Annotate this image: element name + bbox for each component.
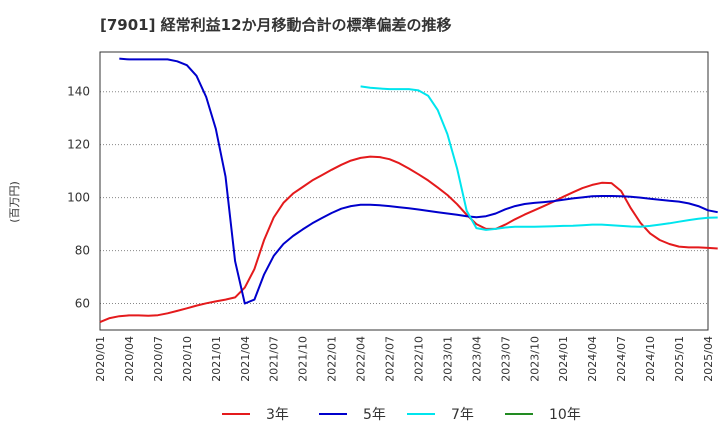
x-tick-label: 2024/04 <box>586 336 599 382</box>
x-tick-label: 2021/07 <box>268 336 281 382</box>
x-tick-label: 2025/01 <box>673 336 686 382</box>
series-lines <box>99 57 718 324</box>
x-tick-label: 2025/04 <box>702 336 715 382</box>
x-tick-label: 2023/07 <box>499 336 512 382</box>
gridlines <box>100 91 708 305</box>
y-tick-label: 120 <box>67 138 90 152</box>
y-axis-label: (百万円) <box>8 181 21 223</box>
x-tick-label: 2023/01 <box>441 336 454 382</box>
x-tick-label: 2024/07 <box>615 336 628 382</box>
legend-label: 5年 <box>363 407 386 423</box>
x-tick-label: 2024/10 <box>644 336 657 382</box>
y-tick-label: 60 <box>75 297 90 311</box>
x-tick-label: 2024/01 <box>557 336 570 382</box>
x-tick-label: 2020/01 <box>94 336 107 382</box>
chart-title: [7901] 経常利益12か月移動合計の標準偏差の推移 <box>100 16 452 34</box>
legend-label: 3年 <box>266 407 289 423</box>
series-line-1 <box>119 57 718 305</box>
x-tick-label: 2020/07 <box>152 336 165 382</box>
y-tick-label: 140 <box>67 85 90 99</box>
y-tick-label: 80 <box>75 244 90 258</box>
x-tick-label: 2023/04 <box>470 336 483 382</box>
x-tick-label: 2020/10 <box>181 336 194 382</box>
x-tick-label: 2021/01 <box>210 336 223 382</box>
legend-label: 7年 <box>451 407 474 423</box>
series-line-0 <box>99 155 718 324</box>
y-tick-label: 100 <box>67 191 90 205</box>
x-tick-label: 2022/10 <box>412 336 425 382</box>
series-line-2 <box>360 85 718 231</box>
x-tick-label: 2021/10 <box>297 336 310 382</box>
x-tick-label: 2021/04 <box>239 336 252 382</box>
x-tick-label: 2022/07 <box>384 336 397 382</box>
x-tick-label: 2022/01 <box>326 336 339 382</box>
x-tick-label: 2020/04 <box>123 336 136 382</box>
y-axis-ticks: 60 80 100 120 140 <box>67 85 90 311</box>
x-axis-ticks: 2020/01 2020/04 2020/07 2020/10 2021/01 2021/… <box>94 336 715 382</box>
plot-frame <box>99 51 709 331</box>
legend-label: 10年 <box>549 407 581 423</box>
x-tick-label: 2023/10 <box>528 336 541 382</box>
x-tick-label: 2022/04 <box>355 336 368 382</box>
legend: 3年 5年 7年 10年 <box>222 407 581 423</box>
